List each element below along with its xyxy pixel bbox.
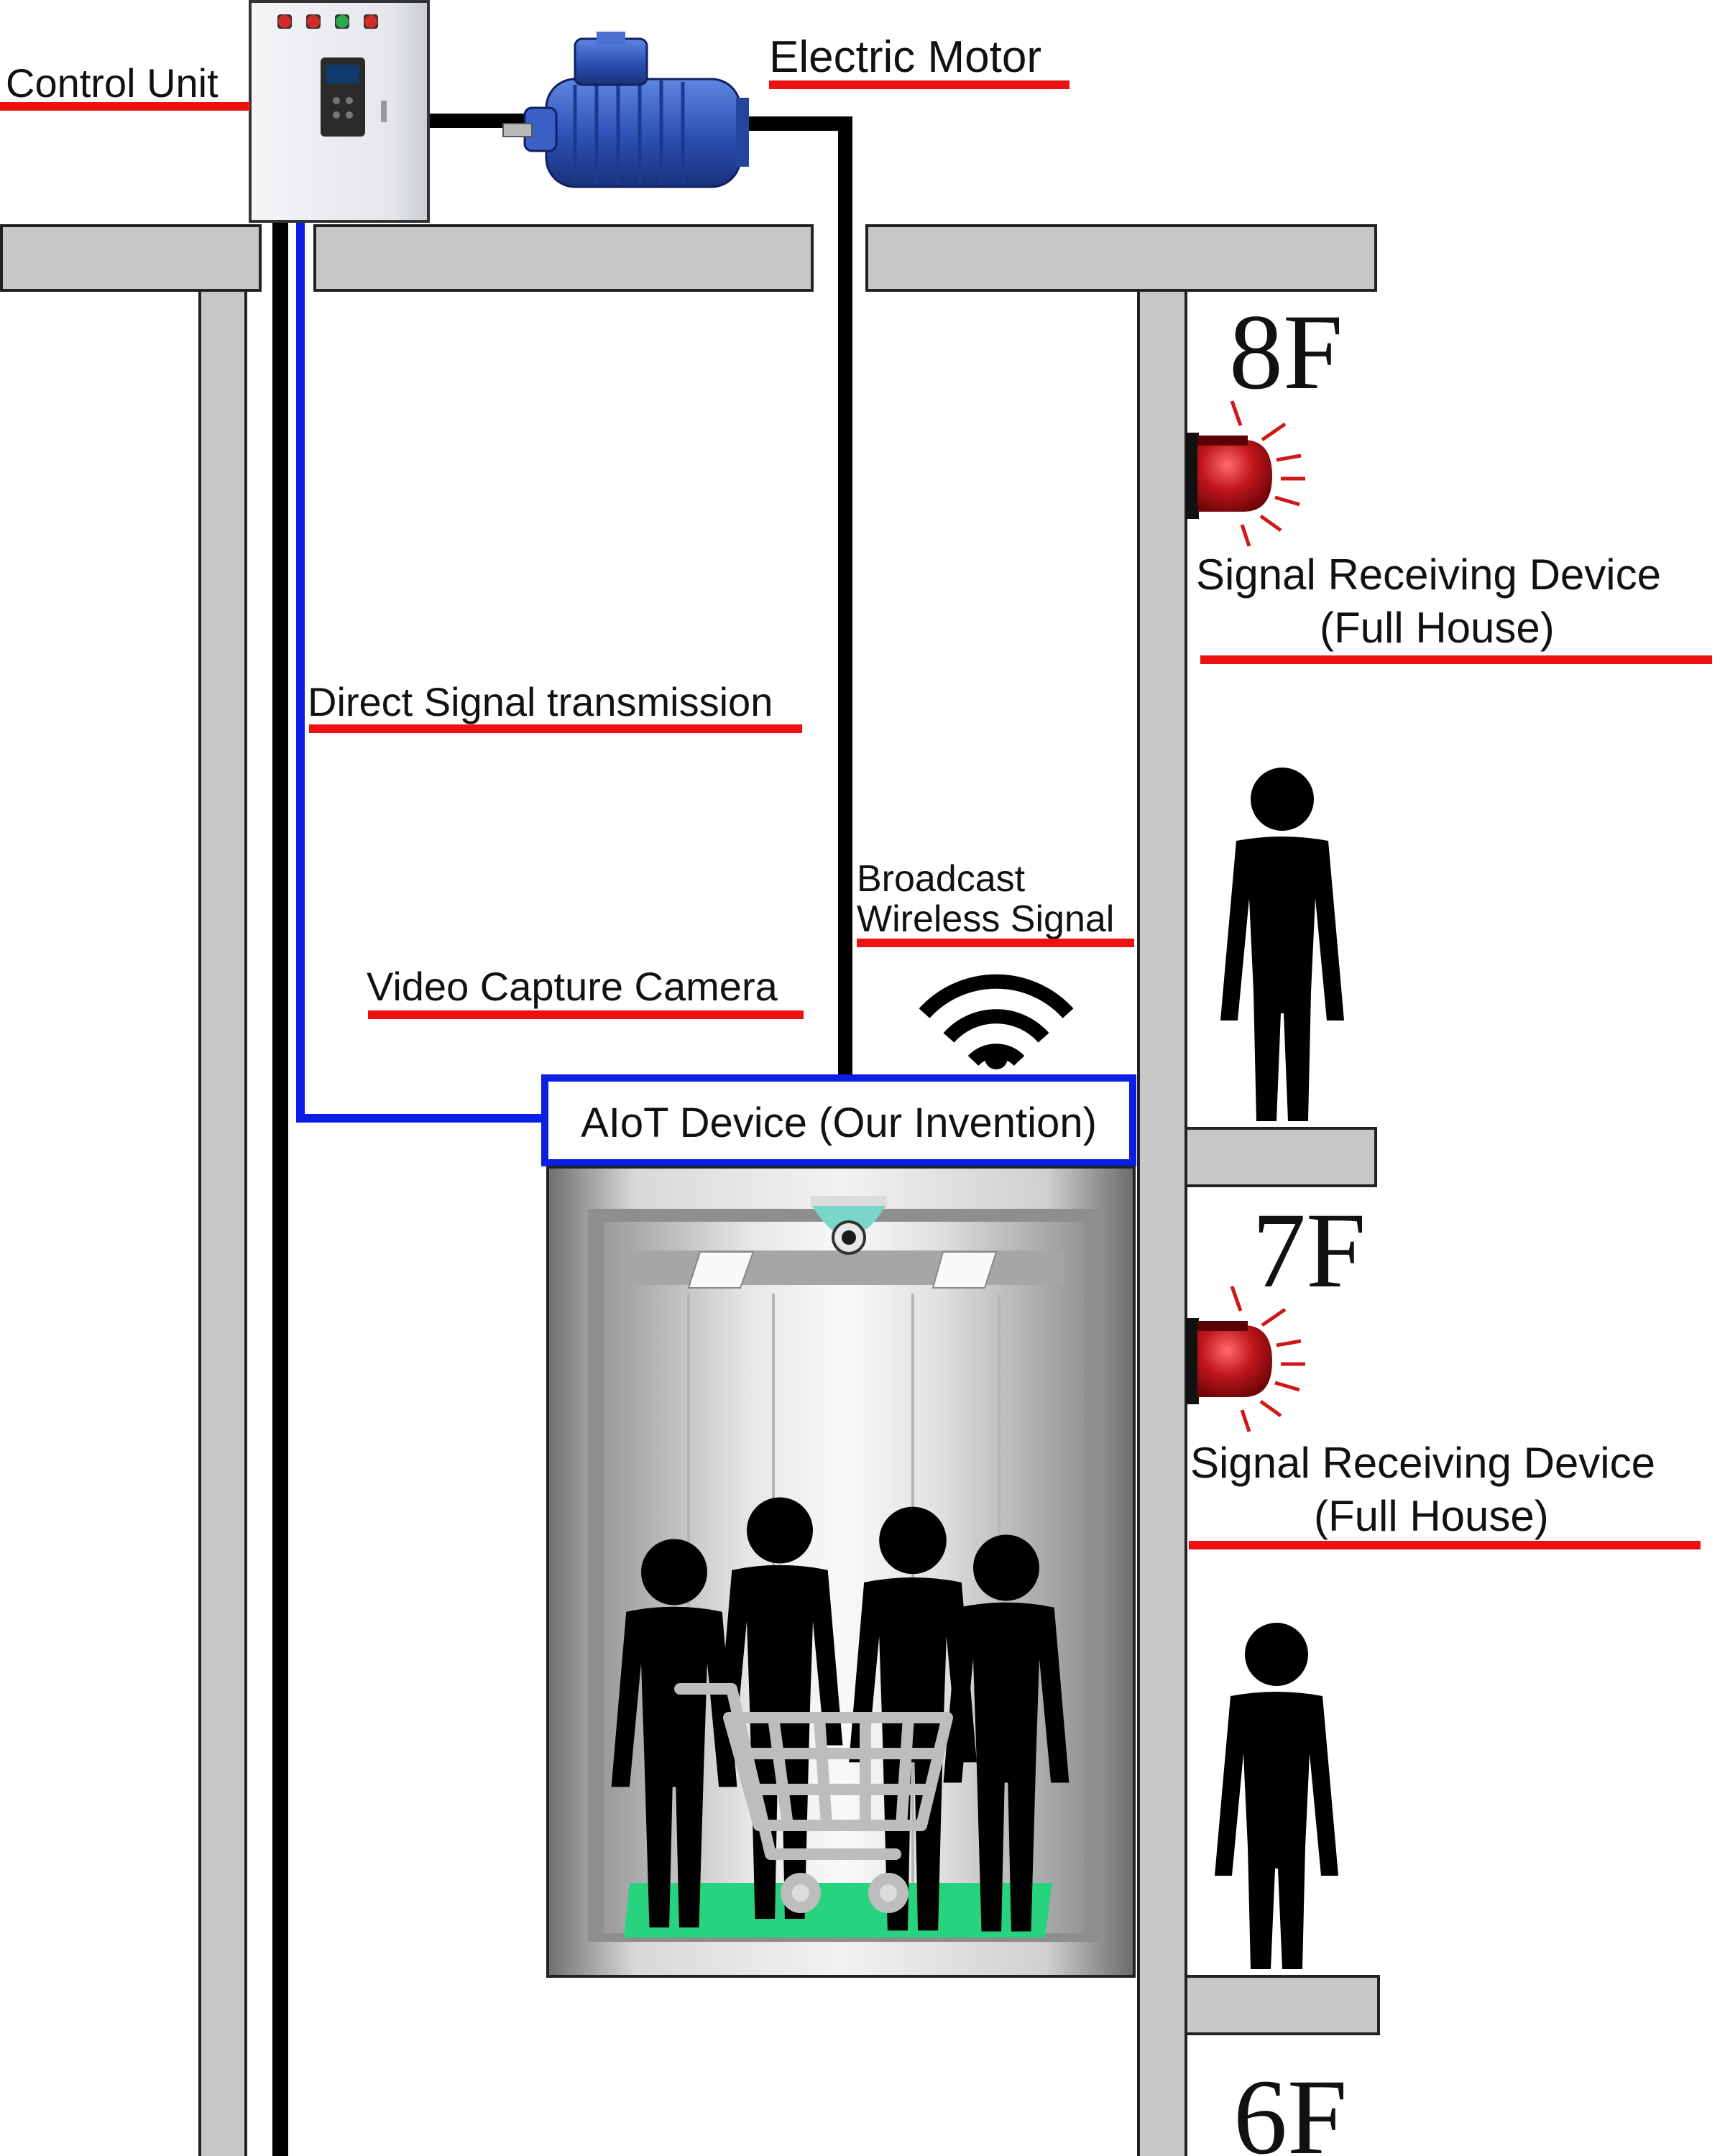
video-camera-label: Video Capture Camera [367,964,778,1009]
aiot-device: AIoT Device (Our Invention) [541,1074,1136,1166]
underline [368,1010,804,1019]
person-icon [1220,768,1344,1121]
direct-signal-label: Direct Signal transmission [308,679,773,724]
wiring [272,114,852,2156]
control-cabinet-icon [249,0,430,223]
waiting-person-7f [1215,1623,1338,1969]
underline [1189,1541,1701,1549]
building-structure [0,224,1380,2156]
alarm-beacon-icon [1186,1286,1305,1432]
ceiling-slab-left [0,224,262,292]
broadcast-label-line2: Wireless Signal [857,898,1114,940]
label-receiver-8f: Signal Receiving Device (Full House) [1196,550,1712,664]
broadcast-label-line1: Broadcast [857,858,1026,900]
shaft-wall-right [1137,289,1187,2156]
waiting-person-8f [1220,768,1344,1121]
label-video-camera: Video Capture Camera [367,964,804,1019]
floor-label-8f: 8F [1229,292,1343,412]
direct-signal-line [296,216,545,1123]
person-icon [1215,1623,1338,1969]
wifi-icon [919,974,1074,1069]
shaft-wall-left [198,289,247,2156]
electric-motor-icon [502,32,749,188]
electric-motor-label: Electric Motor [769,32,1041,82]
label-broadcast: Broadcast Wireless Signal [857,858,1134,947]
floor-label-7f: 7F [1252,1191,1366,1310]
aiot-device-label: AIoT Device (Our Invention) [581,1100,1097,1146]
dome-camera-icon [811,1196,887,1255]
label-control-unit: Control Unit [0,60,250,111]
motor-to-car-cable [740,116,852,1078]
person-icon [943,1534,1070,1932]
ceiling-slab-right [865,224,1377,292]
label-direct-signal: Direct Signal transmission [308,679,802,733]
underline [309,724,802,733]
receiver-7f-label-line2: (Full House) [1314,1492,1549,1540]
floor-slab-7f [1184,1975,1380,2035]
shopping-cart-icon [674,1683,953,1913]
control-unit-label: Control Unit [6,60,218,106]
aiot-device-box [541,1074,1136,1166]
underline [1200,655,1712,664]
underline [0,102,250,111]
label-electric-motor: Electric Motor [769,32,1070,89]
floor-slab-8f [1184,1127,1377,1187]
alarm-beacon-icon [1186,400,1305,547]
receiver-8f-label-line1: Signal Receiving Device [1196,550,1661,599]
underline [857,939,1134,947]
underline [769,80,1070,89]
ceiling-slab-middle [313,224,814,292]
floor-mat [624,1883,1052,1938]
floor-label-6f: 6F [1233,2058,1347,2156]
receiver-7f-label-line1: Signal Receiving Device [1190,1439,1655,1487]
receiver-8f-label-line2: (Full House) [1320,604,1555,652]
label-receiver-7f: Signal Receiving Device (Full House) [1189,1439,1701,1549]
